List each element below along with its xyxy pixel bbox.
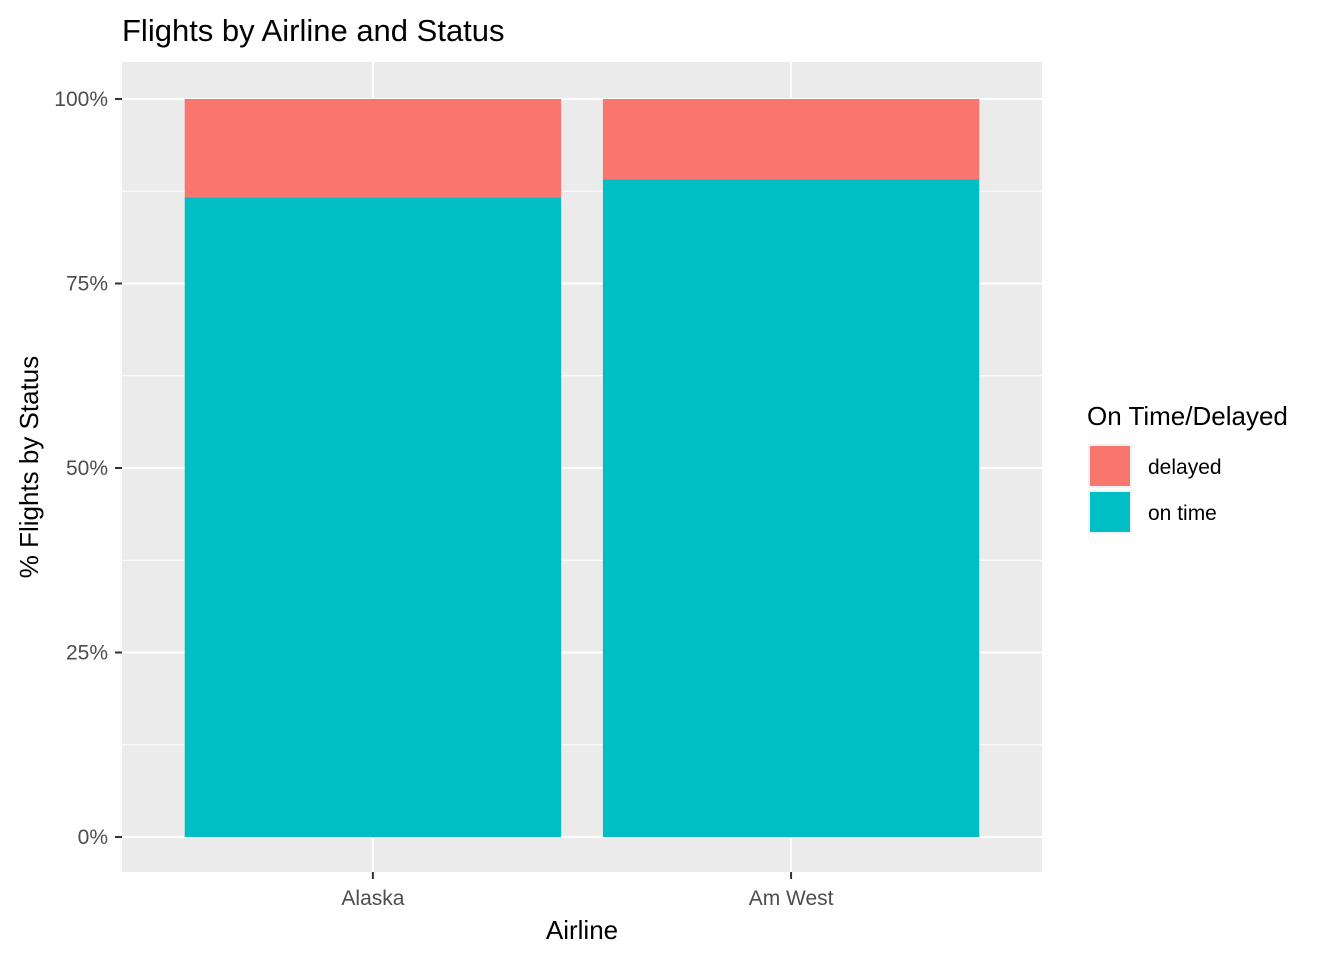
bar-segment-delayed (184, 99, 562, 198)
x-axis: Alaska Am West (341, 872, 834, 910)
x-axis-title: Airline (546, 915, 618, 945)
y-tick-label: 50% (66, 457, 108, 480)
y-axis-title: % Flights by Status (14, 356, 44, 579)
legend-label: on time (1148, 502, 1217, 525)
legend-swatch (1090, 446, 1130, 486)
y-tick-label: 75% (66, 273, 108, 296)
y-axis: 0% 25% 50% 75% 100% (54, 88, 122, 849)
legend-label: delayed (1148, 456, 1222, 479)
y-tick-label: 100% (54, 88, 108, 111)
y-tick-label: 0% (78, 826, 108, 849)
bar-segment-on-time (184, 197, 562, 838)
bar-segment-on-time (602, 179, 980, 837)
legend-title: On Time/Delayed (1087, 401, 1288, 431)
legend-swatch (1090, 492, 1130, 532)
legend: On Time/Delayed delayed on time (1087, 401, 1288, 534)
y-tick-label: 25% (66, 642, 108, 665)
x-tick-label: Am West (749, 887, 834, 910)
chart-title: Flights by Airline and Status (122, 13, 505, 48)
x-tick-label: Alaska (341, 887, 404, 910)
bar-segment-delayed (602, 99, 980, 180)
bars (184, 99, 980, 838)
